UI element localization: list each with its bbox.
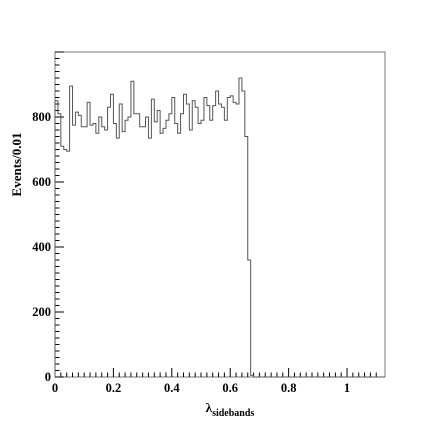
y-tick-label: 400 xyxy=(32,240,51,254)
plot-frame xyxy=(54,51,386,378)
y-tick-labels: 0 200 400 600 800 xyxy=(32,110,51,384)
x-axis-title: λsidebands xyxy=(206,400,255,419)
x-axis-title-main: λ xyxy=(206,400,213,415)
x-tick-label: 0.6 xyxy=(222,381,238,395)
x-axis-title-subscript: sidebands xyxy=(212,408,254,419)
plot-border xyxy=(54,51,386,378)
x-tick-label: 0.2 xyxy=(106,381,122,395)
y-tick-label: 0 xyxy=(45,370,51,384)
histogram-series xyxy=(54,77,385,378)
x-tick-label: 0 xyxy=(52,381,58,395)
axis-ticks xyxy=(54,51,377,378)
x-tick-label: 0.8 xyxy=(281,381,297,395)
x-tick-label: 0.4 xyxy=(164,381,180,395)
axis-titles: λsidebands Events/0.01 xyxy=(9,133,254,419)
x-tick-labels: 0 0.2 0.4 0.6 0.8 1 xyxy=(52,381,350,395)
y-tick-label: 600 xyxy=(32,175,51,189)
y-tick-label: 800 xyxy=(32,110,51,124)
y-axis-title: Events/0.01 xyxy=(9,133,24,197)
x-tick-label: 1 xyxy=(344,381,350,395)
y-tick-label: 200 xyxy=(32,305,51,319)
